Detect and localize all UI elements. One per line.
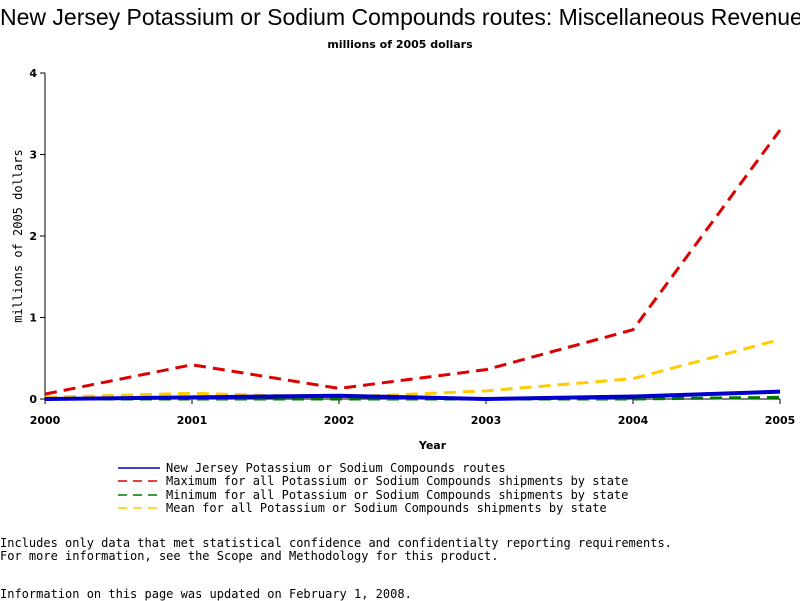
series-line-1 xyxy=(44,129,782,396)
x-tick-label: 2003 xyxy=(471,414,502,427)
y-tick-label: 3 xyxy=(29,149,37,162)
x-tick-label: 2002 xyxy=(324,414,355,427)
axis-labels: 0 1 2 3 4 2000 2001 2002 2003 2004 2005 Year million… xyxy=(11,67,795,452)
confidence-note: Includes only data that met statistical … xyxy=(0,536,672,550)
series-line-0 xyxy=(44,389,781,401)
y-tick-label: 2 xyxy=(29,230,37,243)
methodology-note: For more information, see the Scope and … xyxy=(0,549,499,563)
legend-label: New Jersey Potassium or Sodium Compounds… xyxy=(166,460,506,475)
chart-subtitle: millions of 2005 dollars xyxy=(327,38,473,51)
legend-swatch xyxy=(118,467,160,469)
x-tick-label: 2004 xyxy=(618,414,649,427)
legend-swatch xyxy=(118,480,160,482)
legend-item: New Jersey Potassium or Sodium Compounds… xyxy=(118,461,628,475)
chart-title: New Jersey Potassium or Sodium Compounds… xyxy=(0,4,800,30)
legend-swatch xyxy=(118,494,160,496)
updated-note: Information on this page was updated on … xyxy=(0,587,412,601)
legend-item: Maximum for all Potassium or Sodium Comp… xyxy=(118,474,629,489)
x-axis-label: Year xyxy=(418,439,447,452)
x-tick-label: 2000 xyxy=(30,414,61,427)
legend-swatch xyxy=(118,507,160,509)
legend: New Jersey Potassium or Sodium Compounds… xyxy=(118,461,628,515)
legend-item: Mean for all Potassium or Sodium Compoun… xyxy=(118,501,628,516)
legend-item: Minimum for all Potassium or Sodium Comp… xyxy=(118,488,628,502)
y-axis-label: millions of 2005 dollars xyxy=(11,149,25,322)
x-tick-label: 2005 xyxy=(765,414,796,427)
legend-label: Minimum for all Potassium or Sodium Comp… xyxy=(166,487,629,502)
y-tick-label: 0 xyxy=(29,393,37,406)
chart-axes xyxy=(40,72,781,404)
legend-label: Maximum for all Potassium or Sodium Comp… xyxy=(166,474,629,489)
series-layer xyxy=(44,129,782,401)
x-tick-label: 2001 xyxy=(177,414,208,427)
y-tick-label: 4 xyxy=(29,67,37,80)
legend-label: Mean for all Potassium or Sodium Compoun… xyxy=(166,501,607,516)
series-line-3 xyxy=(44,338,781,399)
line-chart: 0 1 2 3 4 2000 2001 2002 2003 2004 2005 Year million… xyxy=(11,67,795,452)
y-tick-label: 1 xyxy=(29,312,37,325)
